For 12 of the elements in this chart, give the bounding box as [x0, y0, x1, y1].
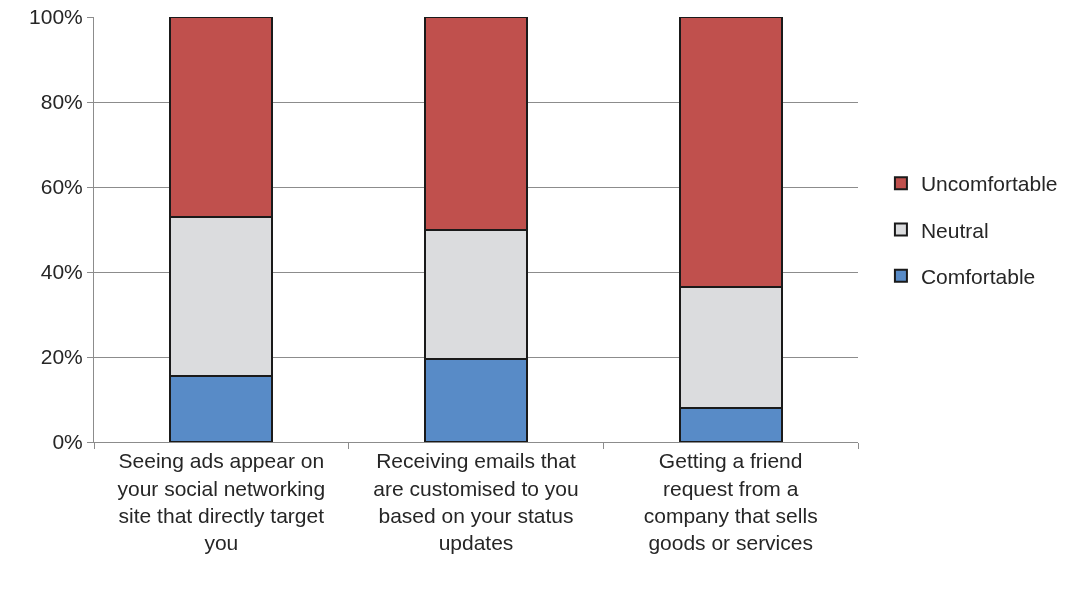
legend-label: Neutral [920, 218, 989, 242]
x-tick-label: Seeing ads appear on your social networking site that directly target you [117, 449, 326, 555]
y-tick-label: 80% [40, 90, 83, 114]
x-tick-label: Getting a friend request from a company that sells goods or services [643, 449, 818, 555]
x-tick-label: Receiving emails that are customised to you based on your status updates [373, 449, 579, 555]
legend-label: Uncomfortable [920, 172, 1058, 196]
y-tick-label: 100% [29, 5, 83, 29]
y-tick-label: 60% [40, 175, 83, 199]
legend-label: Comfortable [920, 264, 1036, 288]
y-tick-label: 40% [40, 260, 83, 284]
y-tick-label: 0% [52, 430, 83, 454]
y-tick-label: 20% [40, 345, 83, 369]
